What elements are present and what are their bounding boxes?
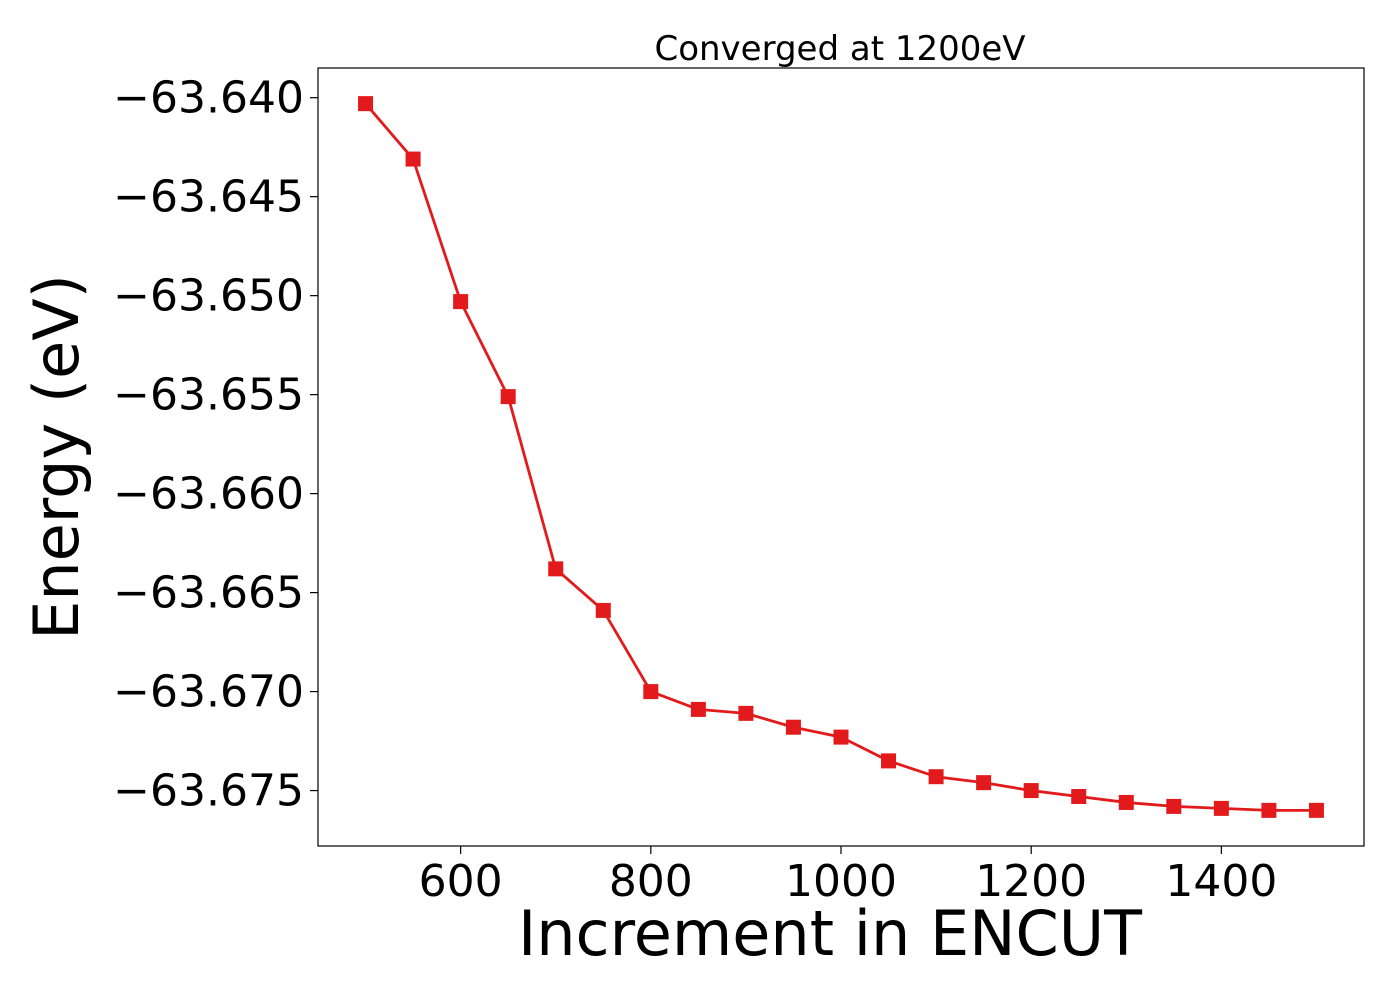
y-tick-label: −63.665 xyxy=(113,568,304,619)
y-tick-label: −63.650 xyxy=(113,271,304,322)
x-tick-label: 600 xyxy=(419,856,503,907)
data-point xyxy=(1166,798,1182,814)
x-tick-label: 1400 xyxy=(1165,856,1277,907)
y-tick-label: −63.655 xyxy=(113,370,304,421)
data-point xyxy=(405,151,421,167)
chart-title: Converged at 1200eV xyxy=(654,29,1025,69)
x-axis-label: Increment in ENCUT xyxy=(518,897,1143,970)
y-axis-label: Energy (eV) xyxy=(20,274,93,640)
data-point xyxy=(738,705,754,721)
data-point xyxy=(1071,789,1087,805)
plot-area: 600 800 1000 1200 1400 −63.640 −63.645 −63.650 −… xyxy=(113,67,1365,907)
x-tick-label: 1200 xyxy=(975,856,1087,907)
data-point xyxy=(1023,783,1039,799)
data-point xyxy=(643,684,659,700)
y-tick-label: −63.640 xyxy=(113,73,304,124)
data-point xyxy=(1261,802,1277,818)
data-point xyxy=(976,775,992,791)
data-point xyxy=(453,294,469,310)
y-tick-label: −63.660 xyxy=(113,469,304,520)
data-point xyxy=(881,753,897,769)
x-tick-label: 800 xyxy=(609,856,693,907)
data-point xyxy=(785,719,801,735)
data-point xyxy=(833,729,849,745)
data-point xyxy=(1213,800,1229,816)
data-point xyxy=(1118,794,1134,810)
data-point xyxy=(595,602,611,618)
y-tick-label: −63.675 xyxy=(113,766,304,817)
data-point xyxy=(358,96,374,112)
data-point xyxy=(1308,802,1324,818)
y-tick-label: −63.670 xyxy=(113,667,304,718)
data-point xyxy=(928,769,944,785)
data-point xyxy=(690,701,706,717)
data-point xyxy=(500,389,516,405)
data-point xyxy=(548,561,564,577)
y-tick-label: −63.645 xyxy=(113,172,304,223)
x-tick-label: 1000 xyxy=(785,856,897,907)
